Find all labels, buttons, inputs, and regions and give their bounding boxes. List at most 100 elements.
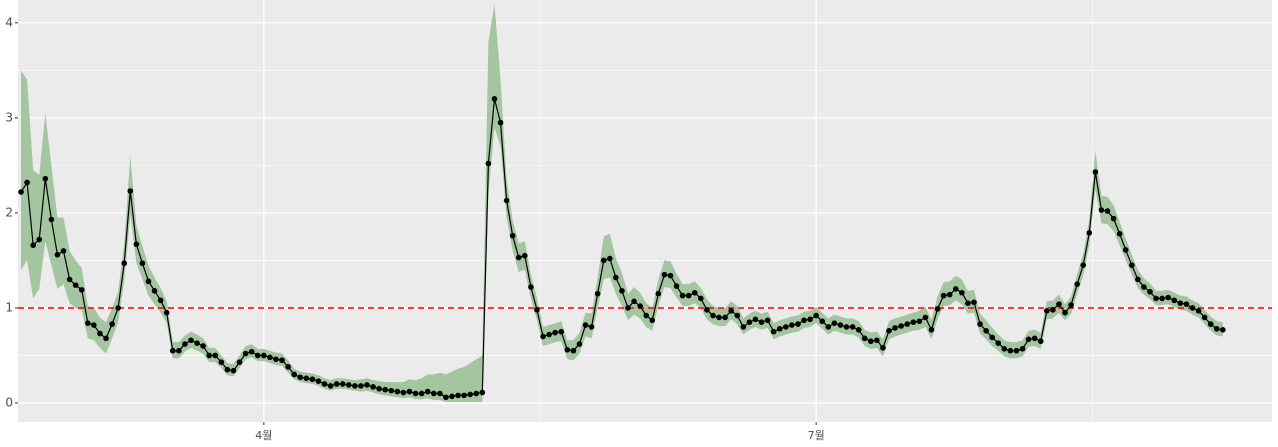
- data-point: [1177, 300, 1184, 306]
- data-point: [1213, 326, 1220, 332]
- data-point: [127, 188, 134, 194]
- data-point: [934, 306, 941, 312]
- data-point: [394, 388, 401, 395]
- data-point: [467, 391, 473, 398]
- data-point: [1019, 346, 1026, 352]
- data-point: [1220, 327, 1226, 333]
- data-point: [570, 347, 577, 354]
- data-point: [1147, 288, 1153, 295]
- data-point: [867, 338, 874, 345]
- data-point: [515, 254, 522, 261]
- data-point: [279, 357, 285, 364]
- data-point: [400, 389, 407, 396]
- data-point: [121, 260, 128, 267]
- data-point: [952, 286, 959, 292]
- data-point: [242, 350, 249, 357]
- data-point: [546, 331, 552, 338]
- data-point: [613, 274, 619, 281]
- data-point: [491, 96, 498, 102]
- y-tick-label: 4: [5, 15, 13, 29]
- data-point: [588, 324, 595, 330]
- data-point: [685, 292, 692, 299]
- data-point: [995, 340, 1002, 346]
- data-point: [382, 386, 389, 393]
- data-point: [631, 298, 637, 305]
- data-point: [261, 352, 267, 359]
- data-point: [254, 352, 261, 359]
- data-point: [327, 383, 334, 389]
- data-point: [115, 305, 121, 311]
- data-point: [813, 312, 819, 319]
- data-point: [564, 346, 571, 353]
- data-point: [1007, 347, 1014, 354]
- data-point: [971, 299, 977, 306]
- data-point: [1062, 309, 1068, 316]
- y-tick-label: 1: [5, 300, 13, 314]
- data-point: [485, 160, 492, 167]
- data-point: [679, 292, 686, 299]
- data-point: [522, 252, 528, 259]
- data-point: [182, 341, 188, 347]
- data-point: [819, 318, 826, 325]
- data-point: [1153, 295, 1159, 302]
- data-point: [503, 197, 510, 204]
- data-point: [1128, 262, 1135, 268]
- data-point: [831, 320, 838, 326]
- data-point: [455, 392, 461, 399]
- data-point: [704, 307, 710, 313]
- data-point: [291, 371, 297, 378]
- data-point: [1135, 276, 1141, 283]
- data-point: [1171, 297, 1178, 304]
- data-point: [151, 288, 158, 294]
- data-point: [176, 347, 182, 354]
- data-point: [940, 292, 947, 299]
- data-point: [1104, 208, 1111, 214]
- data-point: [752, 316, 759, 323]
- data-point: [625, 305, 631, 311]
- data-point: [157, 297, 164, 304]
- data-point: [582, 322, 589, 328]
- y-tick-label: 3: [5, 110, 13, 124]
- data-point: [1074, 281, 1080, 287]
- data-point: [194, 340, 200, 346]
- data-point: [874, 337, 880, 344]
- data-point: [449, 393, 455, 400]
- data-point: [376, 385, 382, 392]
- data-point: [60, 248, 67, 254]
- data-point: [1013, 347, 1020, 354]
- data-point: [600, 257, 607, 264]
- data-point: [1056, 301, 1062, 307]
- data-point: [169, 347, 176, 354]
- data-point: [892, 325, 898, 331]
- data-point: [103, 335, 109, 342]
- data-point: [42, 175, 49, 182]
- data-point: [849, 324, 856, 330]
- data-point: [333, 381, 340, 387]
- data-point: [746, 319, 753, 326]
- data-point: [97, 330, 103, 337]
- data-point: [989, 334, 995, 341]
- data-point: [959, 289, 965, 296]
- data-point: [776, 326, 783, 332]
- data-point: [1037, 338, 1044, 345]
- data-point: [200, 343, 206, 349]
- data-point: [1189, 305, 1196, 311]
- data-point: [880, 345, 886, 351]
- data-point: [285, 364, 291, 370]
- data-point: [716, 314, 722, 321]
- data-point: [691, 289, 698, 296]
- data-point: [267, 354, 273, 361]
- data-point: [72, 282, 79, 288]
- data-point: [78, 287, 85, 293]
- data-point: [1207, 321, 1214, 327]
- data-point: [928, 327, 935, 333]
- data-point: [388, 387, 395, 394]
- data-point: [534, 307, 540, 313]
- x-tick-label: 4월: [255, 429, 272, 442]
- data-point: [861, 335, 868, 342]
- data-point: [594, 290, 601, 297]
- data-point: [758, 319, 765, 326]
- data-point: [825, 324, 832, 330]
- data-point: [1159, 295, 1165, 302]
